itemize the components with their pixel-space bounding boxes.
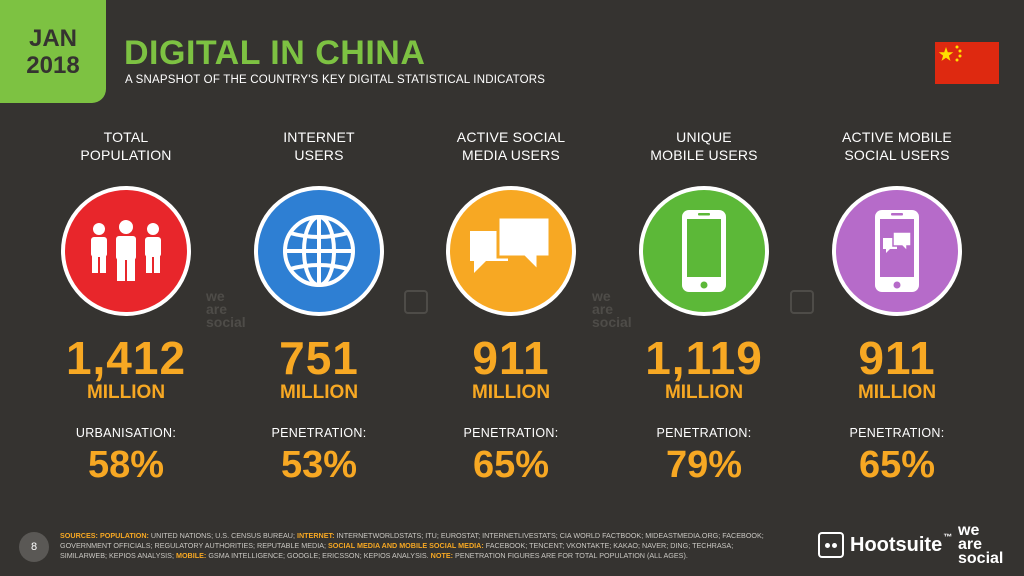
metric-value: 53%	[280, 444, 358, 486]
stat-value: 1,119	[645, 332, 763, 384]
stat-title: ACTIVE MOBILE SOCIAL USERS	[812, 128, 982, 168]
watermark-text: we	[592, 288, 611, 304]
stat-unit: MILLION	[279, 382, 359, 403]
logo-line: we	[958, 522, 980, 539]
china-flag-icon	[935, 42, 999, 84]
stat-title-line: TOTAL	[103, 129, 149, 145]
metric-label: PENETRATION:	[463, 426, 559, 440]
stat-total-population: TOTAL POPULATION 1,412 MILLION URBANISAT…	[36, 128, 216, 486]
stat-title-line: SOCIAL USERS	[844, 147, 950, 163]
we-are-social-watermark: we are social	[206, 288, 246, 330]
social-sources: FACEBOOK; TENCENT; VKONTAKTE; KAKAO; NAV…	[60, 541, 734, 560]
we-are-social-watermark: we are social	[592, 288, 632, 330]
social-key: SOCIAL MEDIA AND MOBILE SOCIAL MEDIA:	[327, 541, 484, 550]
mobile-key: MOBILE:	[175, 551, 207, 560]
stat-unit: MILLION	[471, 382, 551, 403]
hootsuite-owl-watermark-icon	[404, 290, 428, 314]
watermark-text: are	[592, 301, 614, 317]
internet-sources: INTERNETWORLDSTATS; ITU; EUROSTAT; INTER…	[60, 531, 764, 550]
date-year: 2018	[26, 51, 80, 79]
stat-title-line: ACTIVE MOBILE	[842, 129, 952, 145]
hootsuite-logo: Hootsuite ™	[818, 532, 952, 558]
metric-label: PENETRATION:	[849, 426, 945, 440]
stat-title-line: MEDIA USERS	[462, 147, 560, 163]
stat-value: 751	[279, 332, 359, 384]
mobile-phone-icon	[682, 210, 726, 292]
owl-icon	[818, 532, 844, 558]
stat-title-line: ACTIVE SOCIAL	[456, 129, 566, 145]
page-number: 8	[19, 532, 49, 562]
chat-bubbles-icon	[470, 215, 552, 275]
population-key: POPULATION:	[99, 531, 149, 540]
sources-text: SOURCES: POPULATION: UNITED NATIONS; U.S…	[60, 531, 780, 561]
stat-title: INTERNET USERS	[234, 128, 404, 168]
stat-unit: MILLION	[857, 382, 937, 403]
watermark-text: social	[592, 314, 632, 330]
stat-active-mobile-social-users: ACTIVE MOBILE SOCIAL USERS 911 MILLION P…	[807, 128, 987, 486]
stat-circle	[832, 186, 962, 316]
page-title: DIGITAL IN CHINA	[124, 34, 426, 72]
note-key: NOTE:	[430, 551, 454, 560]
stat-circle	[446, 186, 576, 316]
mobile-sources: GSMA INTELLIGENCE; GOOGLE; ERICSSON; KEP…	[206, 551, 431, 560]
stat-internet-users: INTERNET USERS 751 MILLION PENETRATION: …	[229, 128, 409, 486]
stat-unit: MILLION	[664, 382, 744, 403]
stat-value: 1,412	[65, 332, 187, 384]
metric-value: 58%	[87, 444, 165, 486]
stat-value: 911	[858, 332, 936, 384]
note-text: PENETRATION FIGURES ARE FOR TOTAL POPULA…	[453, 551, 688, 560]
we-are-social-logo: we are social	[958, 522, 1004, 567]
stat-active-social-media-users: ACTIVE SOCIAL MEDIA USERS 911 MILLION PE…	[421, 128, 601, 486]
metric-label: PENETRATION:	[656, 426, 752, 440]
internet-key: INTERNET:	[296, 531, 335, 540]
people-icon	[91, 220, 161, 281]
stat-unique-mobile-users: UNIQUE MOBILE USERS 1,119 MILLION PENETR…	[614, 128, 794, 486]
stat-circle	[61, 186, 191, 316]
logo-line: are	[958, 536, 983, 553]
metric-label: PENETRATION:	[271, 426, 367, 440]
metric-value: 65%	[472, 444, 550, 486]
hootsuite-owl-watermark-icon	[790, 290, 814, 314]
watermark-text: we	[206, 288, 225, 304]
stat-title-line: USERS	[294, 147, 344, 163]
page-subtitle: A SNAPSHOT OF THE COUNTRY'S KEY DIGITAL …	[125, 74, 546, 86]
metric-value: 79%	[665, 444, 743, 486]
watermark-text: social	[206, 314, 246, 330]
stat-title-line: MOBILE USERS	[650, 147, 758, 163]
globe-icon	[283, 215, 355, 287]
mobile-chat-icon	[875, 210, 919, 292]
watermark-text: are	[206, 301, 228, 317]
stat-title: UNIQUE MOBILE USERS	[619, 128, 789, 168]
hootsuite-label: Hootsuite	[850, 533, 943, 556]
stat-title-line: UNIQUE	[676, 129, 732, 145]
logo-line: social	[958, 550, 1004, 567]
population-sources: UNITED NATIONS; U.S. CENSUS BUREAU;	[148, 531, 297, 540]
stat-title: ACTIVE SOCIAL MEDIA USERS	[426, 128, 596, 168]
stat-title: TOTAL POPULATION	[41, 128, 211, 168]
trademark: ™	[943, 532, 953, 542]
date-month: JAN	[28, 24, 77, 52]
stat-unit: MILLION	[86, 382, 166, 403]
metric-label: URBANISATION:	[75, 426, 177, 440]
metric-value: 65%	[858, 444, 936, 486]
sources-key: SOURCES:	[60, 531, 98, 540]
stat-circle	[254, 186, 384, 316]
date-badge: JAN 2018	[0, 0, 106, 103]
stat-title-line: INTERNET	[283, 129, 355, 145]
stat-circle	[639, 186, 769, 316]
stat-title-line: POPULATION	[80, 147, 172, 163]
stat-value: 911	[472, 332, 550, 384]
